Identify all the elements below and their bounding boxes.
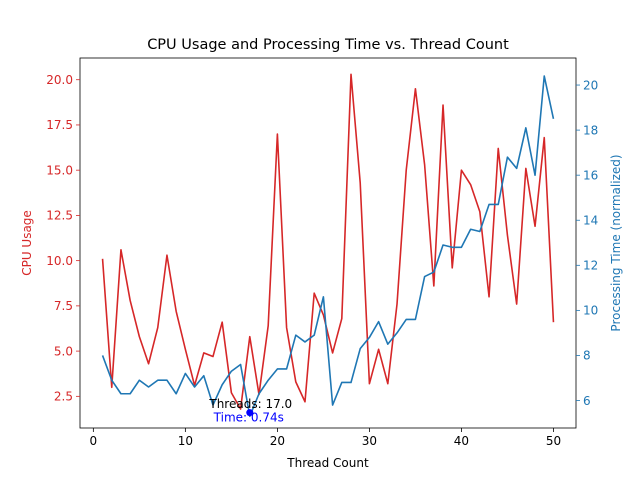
left-y-tick-label: 5.0 (54, 344, 73, 358)
annotation-group: Threads: 17.0 Time: 0.74s (208, 397, 292, 425)
right-y-tick-label: 20 (583, 78, 598, 92)
cpu-usage-line (101, 73, 555, 410)
right-y-tick-label: 16 (583, 168, 598, 182)
left-y-tick-label: 12.5 (46, 209, 73, 223)
x-tick-label: 10 (178, 434, 193, 448)
left-y-tick-label: 15.0 (46, 163, 73, 177)
right-y-axis-label: Processing Time (normalized) (609, 154, 623, 331)
chart-title: CPU Usage and Processing Time vs. Thread… (147, 37, 509, 53)
right-y-tick-label: 6 (583, 394, 591, 408)
right-y-axis-ticks: 6 8 10 12 14 16 18 20 (576, 78, 598, 408)
left-y-tick-label: 17.5 (46, 118, 73, 132)
x-tick-label: 50 (546, 434, 561, 448)
x-axis-ticks: 0 10 20 30 40 50 (90, 428, 561, 448)
right-y-tick-label: 10 (583, 304, 598, 318)
right-y-tick-label: 18 (583, 123, 598, 137)
left-y-tick-label: 10.0 (46, 254, 73, 268)
plot-frame (79, 57, 577, 429)
left-y-axis-ticks: 2.5 5.0 7.5 10.0 12.5 15.0 17.5 20.0 (46, 73, 80, 404)
left-y-tick-label: 7.5 (54, 299, 73, 313)
x-tick-label: 0 (90, 434, 98, 448)
x-tick-label: 20 (270, 434, 285, 448)
right-y-tick-label: 14 (583, 214, 598, 228)
left-y-tick-label: 20.0 (46, 73, 73, 87)
x-tick-label: 40 (454, 434, 469, 448)
right-y-tick-label: 8 (583, 349, 591, 363)
right-y-tick-label: 12 (583, 259, 598, 273)
x-axis-label: Thread Count (286, 456, 369, 470)
annotation-threads-label: Threads: 17.0 (208, 397, 292, 411)
left-y-axis-label: CPU Usage (20, 210, 34, 276)
series-lines (101, 73, 555, 418)
processing-time-line (101, 75, 555, 418)
x-tick-label: 30 (362, 434, 377, 448)
annotation-marker[interactable] (246, 409, 254, 417)
annotation-time-label: Time: 0.74s (213, 411, 284, 425)
left-y-tick-label: 2.5 (54, 390, 73, 404)
